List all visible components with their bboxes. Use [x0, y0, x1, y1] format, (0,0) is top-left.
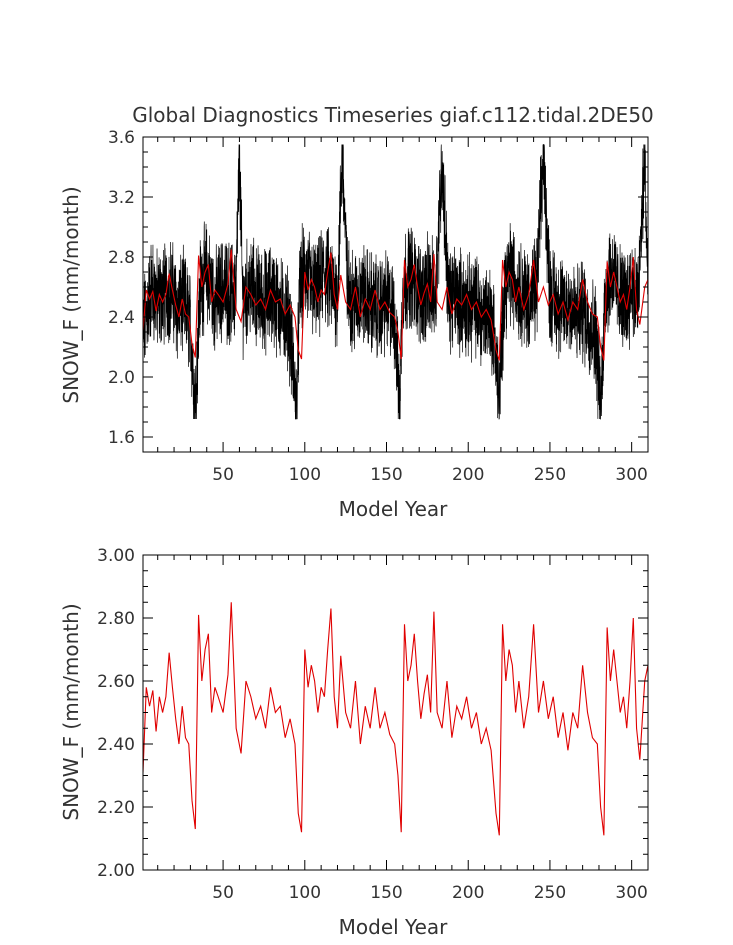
x-tick-label: 50 [212, 883, 234, 903]
y-tick-label: 2.00 [97, 861, 135, 881]
y-tick-label: 2.8 [108, 248, 135, 268]
x-axis-label: Model Year [339, 497, 449, 521]
y-axis-label: SNOW_F (mm/month) [59, 186, 83, 403]
tick-group: 50 100 150 200 250 300 1.6 2.0 2.4 2.8 3.2 3.6 [108, 128, 649, 485]
series-line-annual-mean [143, 602, 648, 836]
y-axis-label: SNOW_F (mm/month) [59, 603, 83, 820]
x-tick-label: 300 [615, 883, 647, 903]
y-tick-label: 1.6 [108, 428, 135, 448]
y-tick-label: 2.80 [97, 609, 135, 629]
y-tick-label: 3.2 [108, 188, 135, 208]
y-tick-label: 2.0 [108, 368, 135, 388]
y-tick-label: 3.00 [97, 546, 135, 566]
x-tick-label: 150 [370, 883, 402, 903]
series-group [143, 602, 648, 836]
x-tick-label: 50 [212, 465, 234, 485]
y-tick-label: 2.40 [97, 735, 135, 755]
tick-group: 50 100 150 200 250 300 2.00 2.20 2.40 2.60 2.80 3.0… [97, 546, 649, 903]
series-line-annual-mean [143, 249, 648, 361]
x-tick-label: 250 [534, 883, 566, 903]
series-line-monthly [143, 144, 648, 420]
chart-title: Global Diagnostics Timeseries giaf.c112.… [132, 103, 654, 127]
x-tick-label: 200 [452, 465, 484, 485]
y-tick-label: 2.4 [108, 308, 135, 328]
x-tick-label: 100 [289, 465, 321, 485]
x-tick-label: 200 [452, 883, 484, 903]
x-tick-label: 300 [615, 465, 647, 485]
plot-frame [142, 136, 649, 453]
y-tick-label: 2.20 [97, 798, 135, 818]
chart-panel-bottom: 50 100 150 200 250 300 2.00 2.20 2.40 2.60 2.80 3.0… [59, 546, 649, 939]
series-group [143, 144, 648, 420]
x-tick-label: 100 [289, 883, 321, 903]
chart-panel-top: Global Diagnostics Timeseries giaf.c112.… [59, 103, 654, 521]
y-tick-label: 3.6 [108, 128, 135, 148]
plot-frame [142, 554, 649, 871]
x-axis-label: Model Year [339, 915, 449, 939]
x-tick-label: 250 [534, 465, 566, 485]
y-tick-label: 2.60 [97, 672, 135, 692]
x-tick-label: 150 [370, 465, 402, 485]
